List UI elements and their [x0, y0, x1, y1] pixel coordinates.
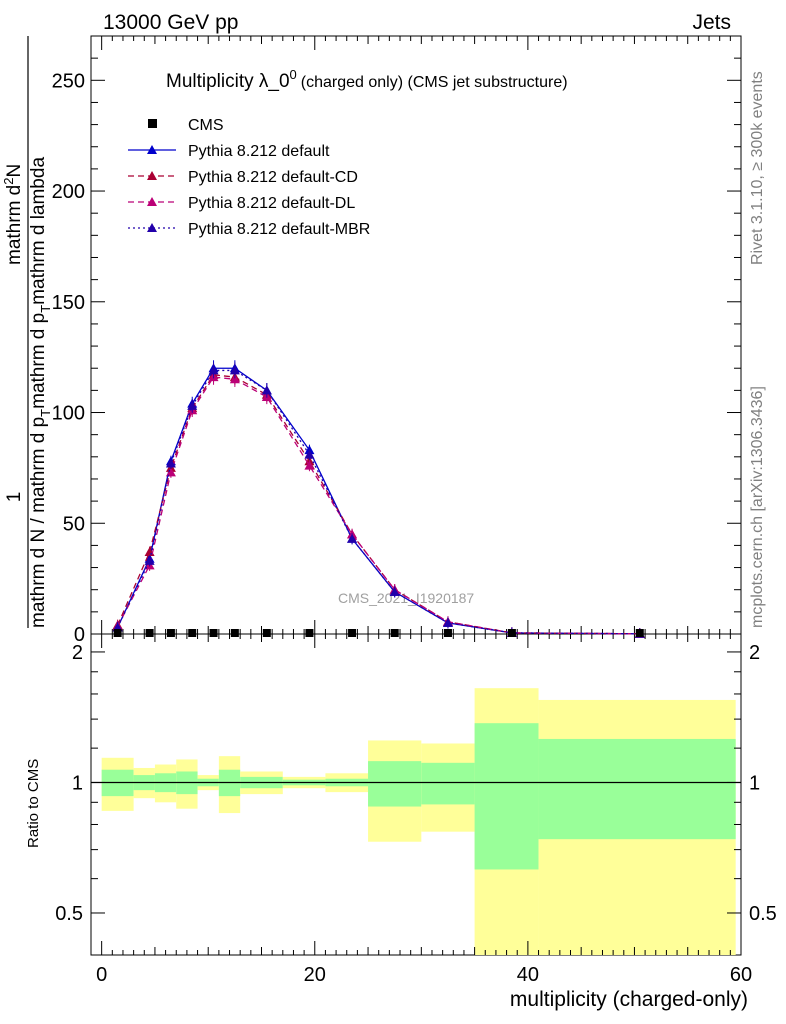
series-point-3-9 — [389, 586, 400, 596]
rivet-note: Rivet 3.1.10, ≥ 300k events — [749, 71, 766, 265]
series-point-3-6 — [261, 385, 272, 395]
series-point-2-2 — [165, 467, 176, 477]
cms-point-5 — [230, 629, 239, 637]
legend-marker-2 — [147, 171, 157, 180]
legend-label-3: Pythia 8.212 default-DL — [188, 195, 355, 212]
legend-marker-3 — [147, 197, 157, 206]
legend-marker-4 — [147, 223, 157, 232]
ratio-ytick-label-right-2: 2 — [749, 642, 760, 664]
main-ytick-label-4: 200 — [52, 181, 85, 203]
x-axis: 0 20 40 60 — [90, 36, 752, 986]
legend-label-2: Pythia 8.212 default-CD — [188, 169, 358, 186]
legend-label-0: CMS — [188, 117, 224, 134]
series-point-3-7 — [304, 449, 315, 459]
ylabel-denominator: mathrm d N / mathrm d pTmathrm d pTmathr… — [28, 157, 53, 628]
legend: CMS Pythia 8.212 default Pythia 8.212 defa… — [128, 117, 370, 238]
series-point-3-3 — [187, 400, 198, 410]
header-right: Jets — [692, 11, 731, 34]
ratio-stat-band-10 — [421, 762, 475, 805]
ratio-stat-band-12 — [538, 738, 736, 840]
ratio-stat-band-9 — [368, 761, 422, 807]
xlabel: multiplicity (charged-only) — [510, 988, 748, 1011]
ratio-ytick-label-left-0: 0.5 — [55, 903, 83, 925]
ratio-ytick-label-left-1: 1 — [72, 772, 83, 794]
series-point-3-1 — [144, 555, 155, 565]
ratio-frame — [90, 633, 742, 956]
ratio-bands — [101, 688, 736, 955]
main-ytick-label-0: 0 — [74, 624, 85, 646]
ylabel-fraction-one: 1 — [4, 492, 25, 503]
cms-point-10 — [443, 629, 452, 637]
ratio-ytick-label-right-1: 1 — [749, 772, 760, 794]
main-ytick-label-3: 150 — [52, 292, 85, 314]
legend-label-4: Pythia 8.212 default-MBR — [188, 221, 370, 238]
main-ytick-label-2: 100 — [52, 403, 85, 425]
legend-label-1: Pythia 8.212 default — [188, 143, 330, 160]
series-point-3-5 — [229, 365, 240, 375]
ratio-stat-band-11 — [474, 723, 539, 870]
cms-point-7 — [305, 629, 314, 637]
main-ytick-label-1: 50 — [63, 513, 85, 535]
mcplots-note: mcplots.cern.ch [arXiv:1306.3436] — [749, 386, 766, 628]
cms-point-12 — [635, 629, 644, 637]
main-y-axis: 0 50 100 150 200 250 — [52, 35, 741, 646]
ratio-ytick-label-right-0: 0.5 — [749, 903, 777, 925]
cms-point-0 — [113, 629, 122, 637]
cms-point-1 — [145, 629, 154, 637]
cms-point-2 — [166, 629, 175, 637]
main-ylabel: 1 mathrm d N / mathrm d pTmathrm d pTmat… — [1, 36, 53, 628]
ylabel-numerator: mathrm d2N — [1, 164, 25, 265]
xtick-label-1: 20 — [304, 964, 326, 986]
series-point-3-8 — [347, 533, 358, 543]
cms-point-9 — [390, 629, 399, 637]
header-left: 13000 GeV pp — [103, 11, 238, 34]
cms-point-6 — [262, 629, 271, 637]
cms-point-8 — [348, 629, 357, 637]
cms-point-3 — [188, 629, 197, 637]
xtick-label-3: 60 — [730, 964, 752, 986]
series-point-2-7 — [304, 460, 315, 470]
series-layer — [112, 360, 645, 638]
ratio-y-axis: 0.5 0.5 1 1 2 2 — [55, 642, 777, 925]
plot-title: Multiplicity λ_00 (charged only) (CMS jet… — [166, 67, 568, 92]
series-point-3-4 — [208, 365, 219, 375]
series-point-3-10 — [442, 617, 453, 627]
xtick-label-2: 40 — [517, 964, 539, 986]
cms-point-4 — [209, 629, 218, 637]
legend-marker-1 — [147, 145, 157, 154]
series-point-3-2 — [165, 458, 176, 468]
ratio-ytick-label-left-2: 2 — [72, 642, 83, 664]
legend-marker-0 — [148, 119, 157, 128]
xtick-label-0: 0 — [96, 964, 107, 986]
series-point-2-5 — [229, 374, 240, 384]
main-ytick-label-5: 250 — [52, 70, 85, 92]
cms-point-11 — [507, 629, 516, 637]
ratio-ylabel: Ratio to CMS — [25, 759, 42, 848]
